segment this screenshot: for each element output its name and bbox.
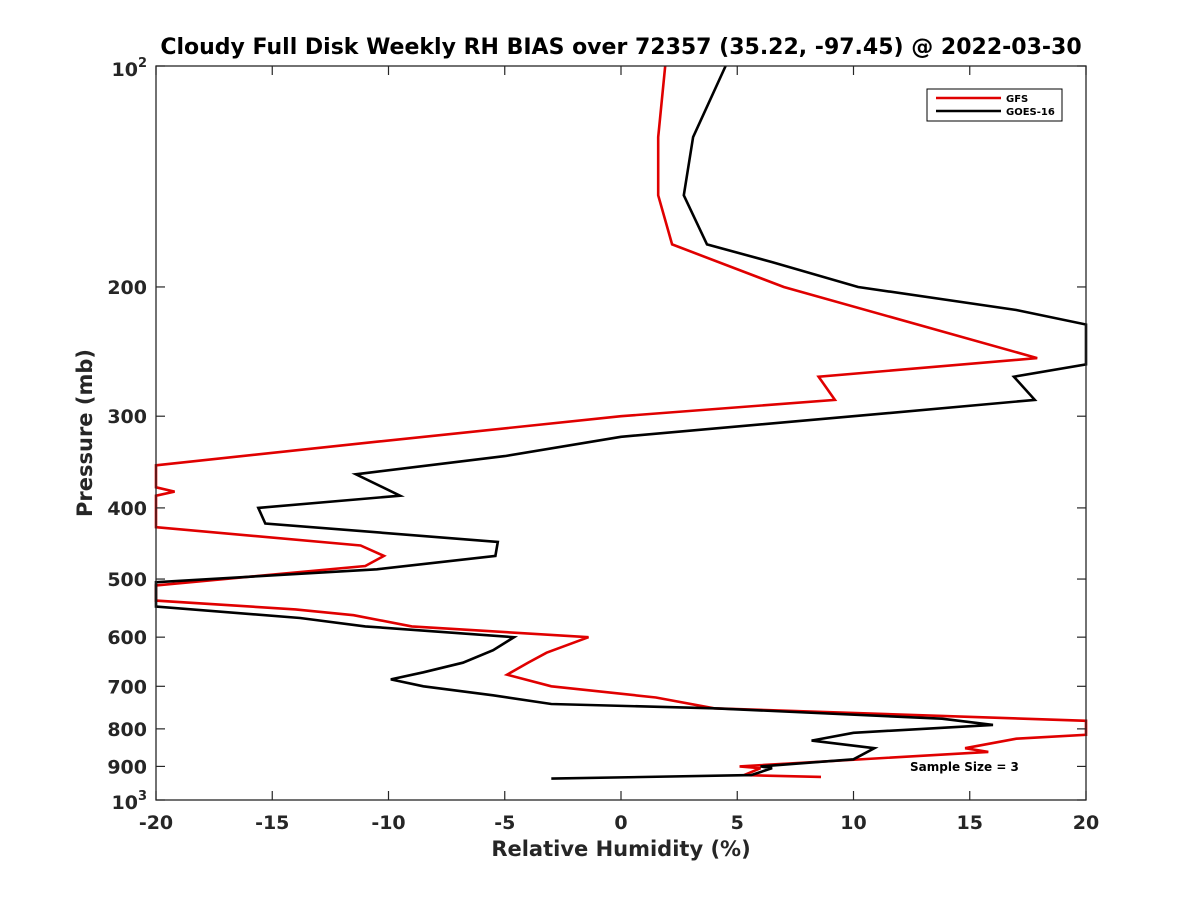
x-tick-label-5: 5 <box>731 812 744 834</box>
y-ticks: 200 300 400 500 600 700 800 900 <box>107 65 1086 801</box>
y-axis-label: Pressure (mb) <box>73 349 97 517</box>
x-tick-label-15: 15 <box>957 812 983 834</box>
x-ticks: -20 -15 -10 -5 0 5 10 15 20 <box>139 66 1099 834</box>
x-tick-label-5: -5 <box>494 812 515 834</box>
legend-label-gfs: GFS <box>1006 94 1028 105</box>
x-axis-label: Relative Humidity (%) <box>491 837 750 861</box>
x-tick-label-20: -20 <box>139 812 173 834</box>
sample-size-annotation: Sample Size = 3 <box>910 760 1019 774</box>
legend: GFS GOES-16 <box>926 88 1063 122</box>
x-tick-label-10: 10 <box>840 812 866 834</box>
y-tick-label-200: 200 <box>107 277 147 299</box>
y-tick-label-600: 600 <box>107 627 147 649</box>
y-tick-label-800: 800 <box>107 719 147 741</box>
y-tick-label-300: 300 <box>107 406 147 428</box>
y-tick-label-top: 102 <box>112 56 148 81</box>
x-tick-label-10: -10 <box>371 812 405 834</box>
x-tick-label-15: -15 <box>255 812 289 834</box>
y-tick-label-700: 700 <box>107 676 147 698</box>
legend-label-goes16: GOES-16 <box>1006 107 1055 118</box>
x-tick-label-0: 0 <box>614 812 627 834</box>
y-tick-label-900: 900 <box>107 756 147 778</box>
y-tick-label-400: 400 <box>107 498 147 520</box>
x-tick-label-20: 20 <box>1073 812 1099 834</box>
chart-title: Cloudy Full Disk Weekly RH BIAS over 723… <box>160 35 1081 60</box>
y-tick-label-bottom: 103 <box>112 789 148 814</box>
y-tick-label-500: 500 <box>107 569 147 591</box>
legend-box <box>926 88 1063 122</box>
